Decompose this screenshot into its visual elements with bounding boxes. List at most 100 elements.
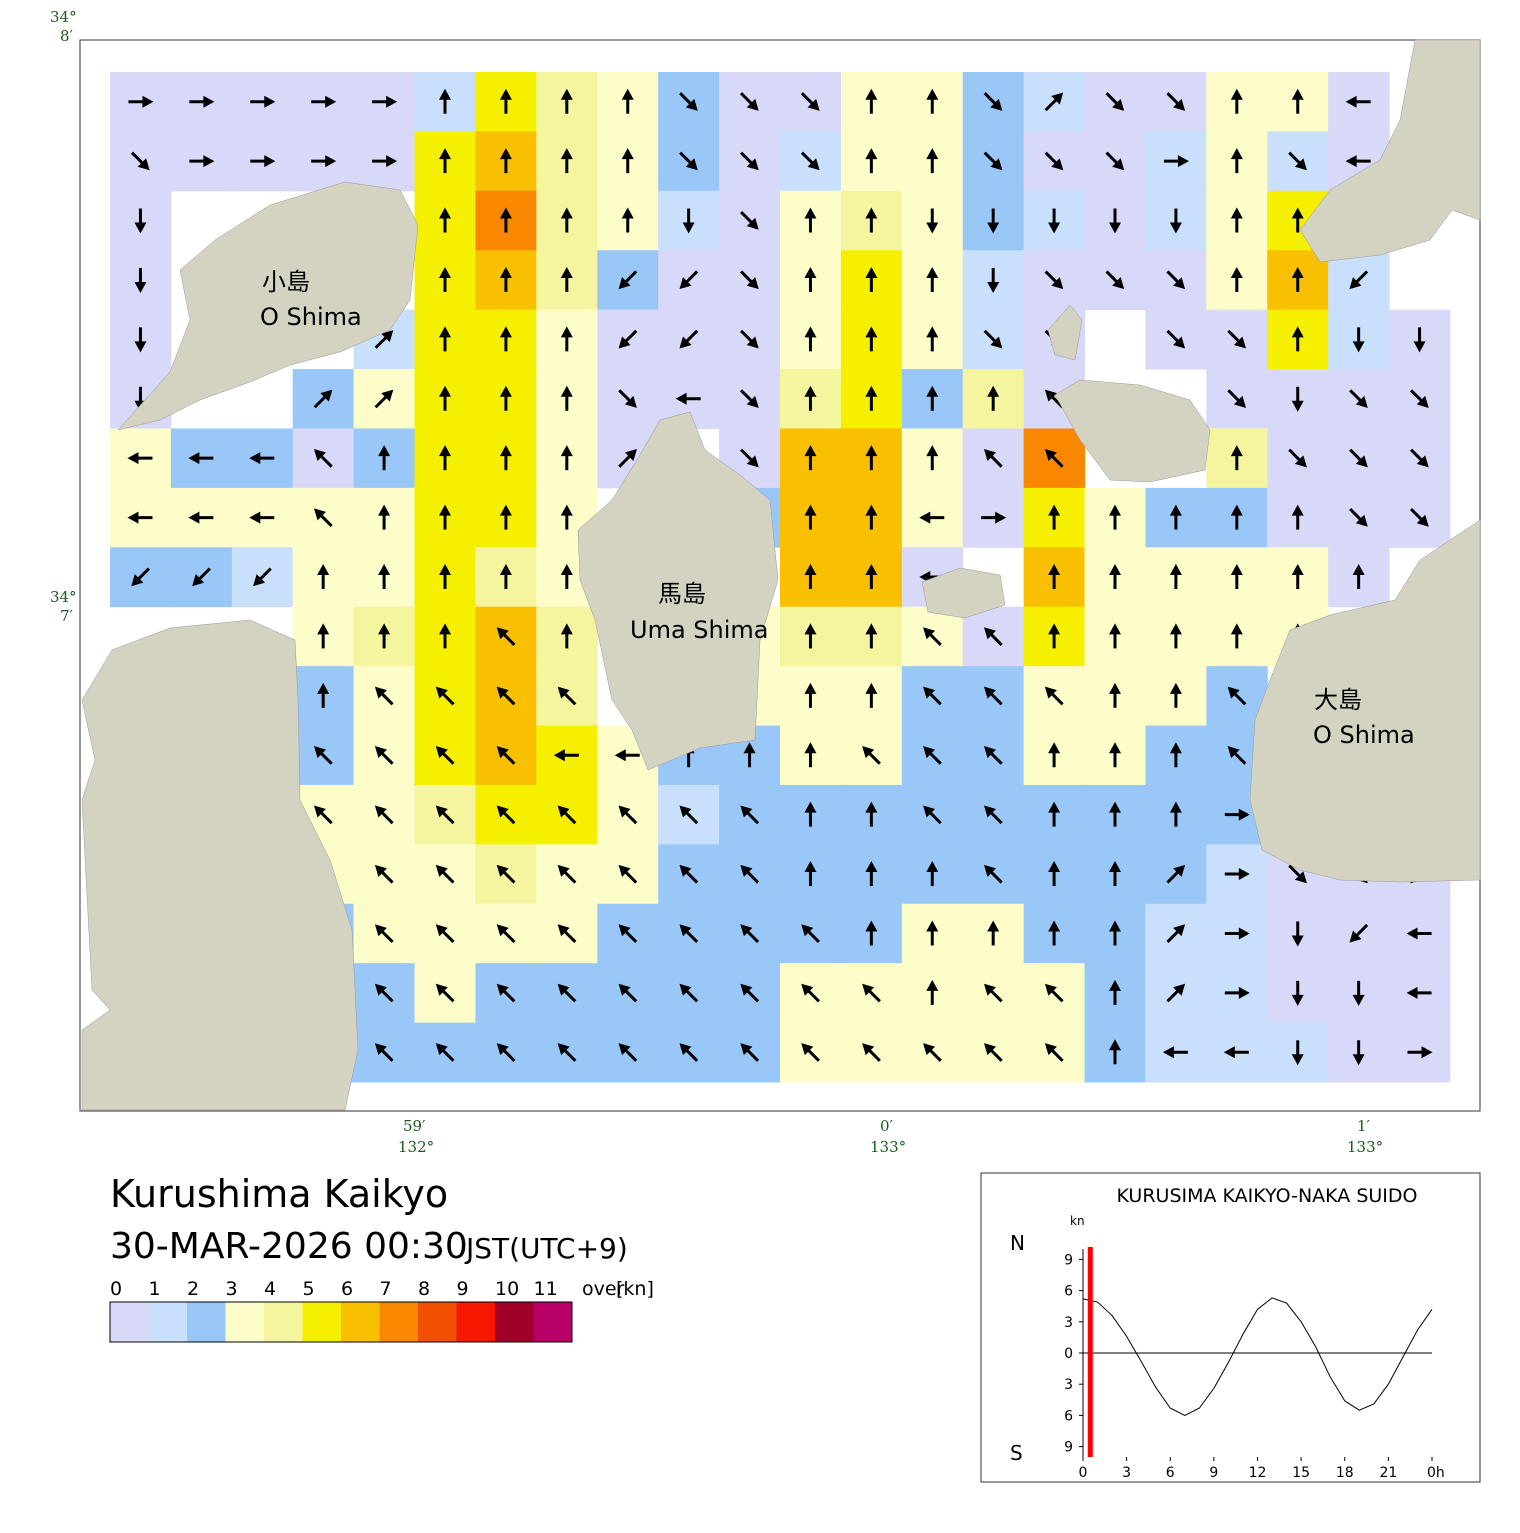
- arrow-head: [675, 392, 687, 405]
- arrow: [496, 864, 516, 884]
- arrow-head: [249, 511, 261, 524]
- arrow-head: [249, 452, 261, 465]
- arrow-head: [374, 864, 387, 877]
- arrow: [439, 207, 451, 233]
- arrow-head: [381, 330, 394, 343]
- arrow-shaft: [989, 1048, 1003, 1062]
- arrow: [679, 151, 698, 171]
- arrow-shaft: [380, 751, 394, 765]
- arrow: [439, 266, 451, 292]
- arrow-head: [553, 749, 565, 762]
- arrow: [800, 151, 820, 171]
- arrow-head: [804, 682, 817, 694]
- arrow-head: [618, 805, 631, 818]
- arrow: [865, 861, 878, 887]
- arrow-head: [496, 746, 509, 759]
- arrow-head: [1109, 682, 1121, 694]
- arrow-head: [1169, 564, 1182, 575]
- arrow-head: [203, 95, 215, 108]
- legend-label: 8: [418, 1278, 430, 1300]
- arrow: [739, 329, 759, 349]
- arrow: [1044, 983, 1064, 1003]
- arrow-shaft: [989, 454, 1003, 468]
- arrow: [1230, 445, 1243, 471]
- arrow: [862, 746, 881, 765]
- arrow-head: [317, 682, 330, 694]
- arrow-head: [614, 749, 626, 762]
- arrow-head: [865, 385, 878, 397]
- arrow-shaft: [1227, 329, 1241, 344]
- arrow: [739, 389, 759, 408]
- arrow-shaft: [562, 810, 577, 825]
- arrow: [1227, 686, 1247, 706]
- arrow: [439, 504, 451, 530]
- arrow-shaft: [380, 929, 394, 944]
- arrow: [378, 445, 391, 471]
- arrow-head: [325, 155, 337, 168]
- arrow: [435, 686, 455, 706]
- arrow-head: [926, 222, 939, 234]
- arrow: [128, 95, 154, 108]
- arrow-head: [618, 336, 631, 349]
- arrow-shaft: [739, 389, 754, 403]
- arrow-head: [926, 148, 939, 160]
- arrow-shaft: [623, 329, 638, 344]
- arrow-head: [1227, 686, 1240, 699]
- arrow: [188, 511, 214, 524]
- arrow-head: [188, 511, 200, 524]
- lat-min: 8′: [60, 27, 74, 45]
- arrow-head: [740, 983, 753, 996]
- legend-swatch: [225, 1302, 264, 1342]
- arrow: [987, 208, 1000, 234]
- arrow-shaft: [380, 810, 394, 825]
- arrow: [1345, 95, 1371, 108]
- arrow-shaft: [745, 988, 760, 1003]
- arrow-head: [264, 95, 276, 108]
- arrow-head: [862, 983, 875, 996]
- arrow: [560, 148, 573, 174]
- y-tick-label: 6: [1064, 1284, 1073, 1300]
- arrow: [740, 805, 760, 825]
- arrow-shaft: [1409, 508, 1424, 522]
- arrow-head: [804, 742, 817, 754]
- arrow: [496, 805, 516, 825]
- arrow-head: [1109, 564, 1121, 575]
- legend-label: 0: [110, 1278, 122, 1300]
- arrow-head: [374, 1043, 387, 1056]
- legend-label: 9: [457, 1278, 469, 1300]
- arrow: [919, 511, 945, 524]
- arrow-head: [1291, 564, 1304, 575]
- arrow: [435, 746, 455, 765]
- arrow-head: [987, 222, 1000, 234]
- arrow: [313, 448, 333, 468]
- arrow-head: [1048, 801, 1061, 813]
- arrow-shaft: [867, 988, 881, 1003]
- arrow-shaft: [623, 1048, 638, 1062]
- arrow-shaft: [441, 810, 455, 825]
- arrow-shaft: [1166, 270, 1180, 284]
- arrow-head: [439, 148, 451, 160]
- legend-label: 3: [226, 1278, 238, 1300]
- arrow-head: [560, 385, 573, 397]
- arrow: [1230, 88, 1243, 114]
- arrow-head: [926, 385, 939, 397]
- arrow-shaft: [739, 329, 754, 344]
- arrow-head: [618, 983, 631, 996]
- arrow-head: [1416, 395, 1429, 408]
- arrow: [1224, 986, 1250, 999]
- arrow: [926, 326, 939, 352]
- arrow: [496, 627, 516, 646]
- islet-2: [1047, 304, 1083, 361]
- arrow-head: [142, 95, 154, 108]
- arrow-head: [919, 511, 931, 524]
- arrow: [926, 88, 939, 114]
- arrow: [557, 864, 577, 884]
- arrow: [1166, 92, 1186, 111]
- arrow: [1166, 983, 1186, 1003]
- arrow: [1166, 329, 1186, 349]
- arrow-head: [1345, 95, 1357, 108]
- arrow: [804, 445, 817, 471]
- x-tick-label: 12: [1249, 1465, 1267, 1481]
- arrow-shaft: [502, 988, 516, 1003]
- arrow: [499, 207, 512, 233]
